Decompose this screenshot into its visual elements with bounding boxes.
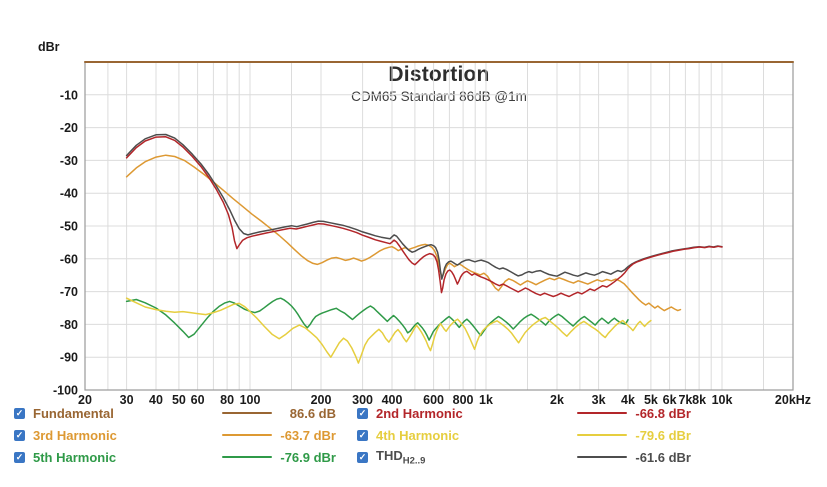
legend-item-3rd-harmonic: ✓ 3rd Harmonic -63.7 dBr [14, 424, 336, 446]
x-tick-label: 30 [120, 393, 134, 407]
legend-checkbox-thd[interactable]: ✓ [357, 451, 368, 463]
x-tick-label: 8k [692, 393, 706, 407]
x-tick-label: 20 [78, 393, 92, 407]
legend-line-swatch-3rd-harmonic [222, 434, 272, 436]
legend-label-3rd-harmonic: 3rd Harmonic [33, 427, 117, 443]
y-tick-label: -60 [60, 252, 78, 266]
legend-item-5th-harmonic: ✓ 5th Harmonic -76.9 dBr [14, 446, 336, 468]
legend-line-swatch-fundamental [222, 412, 272, 414]
legend-value-thd: -61.6 dBr [635, 449, 691, 465]
trace-4th-harmonic [125, 297, 652, 364]
x-tick-label: 40 [149, 393, 163, 407]
x-tick-label: 300 [352, 393, 373, 407]
trace-thd [125, 133, 723, 280]
legend-label-2nd-harmonic: 2nd Harmonic [376, 405, 463, 421]
x-tick-label: 600 [423, 393, 444, 407]
x-tick-label: 3k [592, 393, 606, 407]
x-tick-label: 1k [479, 393, 493, 407]
legend-value-5th-harmonic: -76.9 dBr [280, 449, 336, 465]
legend-checkbox-fundamental[interactable]: ✓ [14, 407, 25, 419]
legend-value-2nd-harmonic: -66.8 dBr [635, 405, 691, 421]
y-tick-label: -10 [60, 88, 78, 102]
legend-item-4th-harmonic: ✓ 4th Harmonic -79.6 dBr [357, 424, 691, 446]
legend-checkbox-3rd-harmonic[interactable]: ✓ [14, 429, 25, 441]
x-tick-label: 10k [712, 393, 733, 407]
x-tick-label: 100 [240, 393, 261, 407]
y-tick-label: -90 [60, 351, 78, 365]
trace-3rd-harmonic [125, 154, 682, 312]
legend-item-2nd-harmonic: ✓ 2nd Harmonic -66.8 dBr [357, 402, 691, 424]
legend-item-fundamental: ✓ Fundamental 86.6 dB [14, 402, 336, 424]
legend-value-fundamental: 86.6 dB [289, 405, 336, 421]
x-tick-label: 80 [220, 393, 234, 407]
chart-title: Distortion [388, 63, 490, 86]
y-axis-unit-label: dBr [38, 40, 60, 54]
legend-line-swatch-4th-harmonic [577, 434, 627, 436]
y-tick-label: -40 [60, 187, 78, 201]
legend-label-thd: THDH2..9 [376, 447, 426, 467]
x-tick-label: 4k [621, 393, 635, 407]
legend-value-3rd-harmonic: -63.7 dBr [280, 427, 336, 443]
x-tick-label: 7k [678, 393, 692, 407]
x-tick-label: 50 [172, 393, 186, 407]
y-tick-label: -20 [60, 121, 78, 135]
legend-line-swatch-5th-harmonic [222, 456, 272, 458]
legend-label-5th-harmonic: 5th Harmonic [33, 449, 117, 465]
legend-line-swatch-thd [577, 456, 627, 458]
legend-line-swatch-2nd-harmonic [577, 412, 627, 414]
y-tick-label: -80 [60, 318, 78, 332]
legend-column-right: ✓ 2nd Harmonic -66.8 dBr ✓ 4th Harmonic -79.6… [357, 402, 691, 468]
legend-label-4th-harmonic: 4th Harmonic [376, 427, 460, 443]
legend-value-4th-harmonic: -79.6 dBr [635, 427, 691, 443]
y-tick-label: -50 [60, 220, 78, 234]
x-tick-label: 20kHz [775, 393, 811, 407]
x-tick-label: 200 [311, 393, 332, 407]
chart-subtitle: CDM65 Standard 86dB @1m [351, 89, 527, 104]
y-tick-label: -100 [53, 384, 78, 398]
x-tick-label: 2k [550, 393, 564, 407]
x-tick-label: 400 [382, 393, 403, 407]
legend-checkbox-2nd-harmonic[interactable]: ✓ [357, 407, 368, 419]
legend-column-left: ✓ Fundamental 86.6 dB ✓ 3rd Harmonic -63.7 dB… [14, 402, 336, 468]
legend-checkbox-4th-harmonic[interactable]: ✓ [357, 429, 368, 441]
y-tick-label: -70 [60, 285, 78, 299]
legend-label-fundamental: Fundamental [33, 405, 114, 421]
trace-5th-harmonic [125, 297, 629, 341]
legend-checkbox-5th-harmonic[interactable]: ✓ [14, 451, 25, 463]
trace-2nd-harmonic [125, 136, 723, 298]
legend-label-subscript: H2..9 [402, 455, 426, 467]
legend-item-thd: ✓ THDH2..9 -61.6 dBr [357, 446, 691, 468]
x-tick-label: 6k [663, 393, 677, 407]
x-tick-label: 60 [191, 393, 205, 407]
x-tick-label: 800 [453, 393, 474, 407]
x-tick-label: 5k [644, 393, 658, 407]
y-tick-label: -30 [60, 154, 78, 168]
